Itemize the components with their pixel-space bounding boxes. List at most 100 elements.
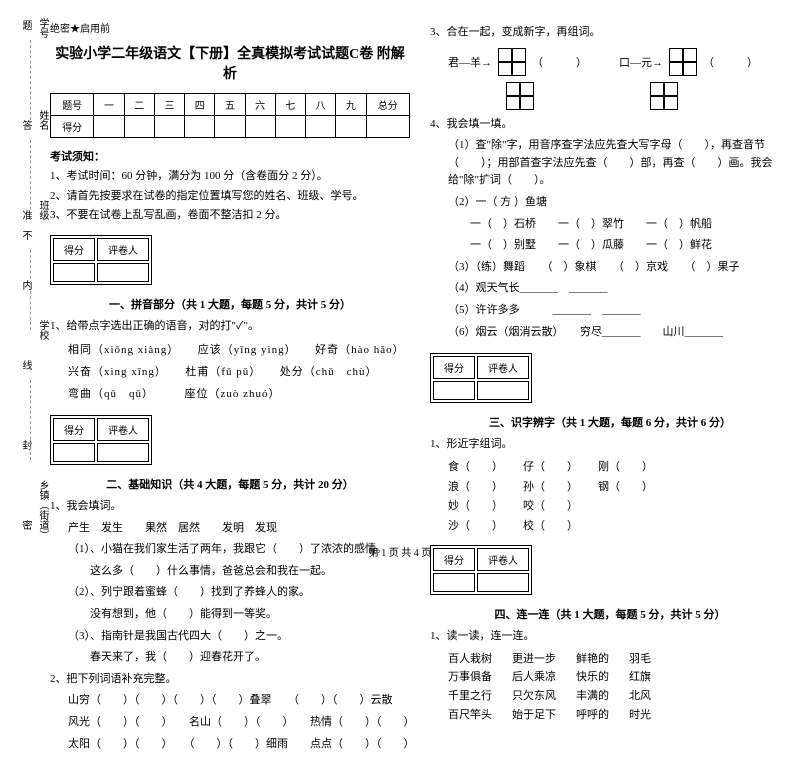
hint-da: 答 xyxy=(18,120,33,130)
score-header-row: 题号 一 二 三 四 五 六 七 八 九 总分 xyxy=(51,94,410,116)
match-item: 红旗 xyxy=(629,668,651,687)
th: 九 xyxy=(336,94,366,116)
s1-q1: 1、给带点字选出正确的语音，对的打"✓"。 xyxy=(50,318,410,336)
label-banji: 班级 xyxy=(35,200,50,220)
combo-paren: （ ） xyxy=(532,54,587,70)
s3-q4: 4、我会填一填。 xyxy=(430,116,790,134)
s3-q4a: （1）查"除"字，用音序查字法应先查大写字母（ ），再查音节（ ）；用部首查字法… xyxy=(430,137,790,190)
char-box-icon[interactable] xyxy=(650,82,678,110)
score-label: 得分 xyxy=(433,356,475,379)
right-column: 3、合在一起，变成新字，再组词。 君—羊→ （ ） 口—元→ （ ） 4、我会填… xyxy=(430,20,790,757)
left-column: 绝密★启用前 实验小学二年级语文【下册】全真模拟考试试题C卷 附解析 题号 一 … xyxy=(50,20,410,757)
match-item: 只欠东风 xyxy=(512,687,556,706)
dashed-line xyxy=(30,250,31,330)
grader-label: 评卷人 xyxy=(477,356,529,379)
notice-item: 3、不要在试卷上乱写乱画，卷面不整洁扣 2 分。 xyxy=(50,207,410,224)
match-item: 丰满的 xyxy=(576,687,609,706)
combo-row-blank xyxy=(448,82,790,110)
s2-item: 没有想到，他（ ）能得到一等奖。 xyxy=(50,606,410,624)
score-label: 得分 xyxy=(53,238,95,261)
combo-left: 口—元→ xyxy=(619,54,663,70)
s2-item: 春天来了，我（ ）迎春花开了。 xyxy=(50,649,410,667)
fill-row: 太阳（ ）（ ） （ ）（ ）细雨 点点（ ）（ ） xyxy=(50,736,410,754)
pair: 妙（ ） xyxy=(448,497,503,517)
page-content: 绝密★启用前 实验小学二年级语文【下册】全真模拟考试试题C卷 附解析 题号 一 … xyxy=(0,0,800,767)
td: 得分 xyxy=(51,116,94,138)
score-value-row: 得分 xyxy=(51,116,410,138)
q4-item: （5）许许多多 _______ _______ xyxy=(430,302,790,320)
match-item: 鲜艳的 xyxy=(576,650,609,669)
char-box-icon[interactable] xyxy=(498,48,526,76)
notice-item: 2、请首先按要求在试卷的指定位置填写您的姓名、班级、学号。 xyxy=(50,188,410,205)
s5-q1: 1、读一读，连一连。 xyxy=(430,628,790,646)
th: 一 xyxy=(94,94,124,116)
label-xuexiao: 学校 xyxy=(35,320,50,340)
match-col: 更进一步 后人乘凉 只欠东风 始于足下 xyxy=(512,650,556,725)
q4-item: （3）（练）舞蹈 （ ）象棋 （ ）京戏 （ ）果子 xyxy=(430,259,790,277)
th: 八 xyxy=(306,94,336,116)
fill-row: 风光（ ）（ ） 名山（ ）（ ） 热情（ ）（ ） xyxy=(50,714,410,732)
th: 四 xyxy=(185,94,215,116)
match-col: 羽毛 红旗 北风 时光 xyxy=(629,650,651,725)
match-item: 羽毛 xyxy=(629,650,651,669)
s4-q1: 1、形近字组词。 xyxy=(430,436,790,454)
match-item: 万事俱备 xyxy=(448,668,492,687)
hint-bu: 不 xyxy=(18,230,33,240)
th: 二 xyxy=(124,94,154,116)
q4-item: （4）观天气长_______ _______ xyxy=(430,280,790,298)
page-footer: 第 1 页 共 4 页 xyxy=(0,544,800,559)
match-item: 始于足下 xyxy=(512,706,556,725)
q4-item: （6）烟云（烟消云散） 穷尽_______ 山川_______ xyxy=(430,324,790,342)
s2-item: （3）、指南针是我国古代四大（ ）之一。 xyxy=(50,628,410,646)
s2-q2: 2、把下列词语补充完整。 xyxy=(50,671,410,689)
th: 三 xyxy=(154,94,184,116)
section3-title: 三、识字辨字（共 1 大题，每题 6 分，共计 6 分） xyxy=(430,414,790,430)
pair: 仔（ ） xyxy=(523,458,578,478)
pair: 钢（ ） xyxy=(598,478,653,498)
s2-item: （2）、列宁跟着蜜蜂（ ）找到了养蜂人的家。 xyxy=(50,584,410,602)
notice-item: 1、考试时间：60 分钟，满分为 100 分（含卷面分 2 分）。 xyxy=(50,168,410,185)
score-table: 题号 一 二 三 四 五 六 七 八 九 总分 得分 xyxy=(50,93,410,138)
match-item: 百尺竿头 xyxy=(448,706,492,725)
score-mini-box: 得分 评卷人 xyxy=(50,235,152,285)
pair: 孙（ ） xyxy=(523,478,578,498)
match-item: 后人乘凉 xyxy=(512,668,556,687)
th: 题号 xyxy=(51,94,94,116)
combo-paren: （ ） xyxy=(703,54,758,70)
q4-item: 一（ ）别墅 一（ ）瓜藤 一（ ）鲜花 xyxy=(430,237,790,255)
binding-sidebar: 学号 姓名 班级 学校 乡镇（街道） 题 答 准 不 内 线 封 密 xyxy=(0,0,50,565)
label-xingming: 姓名 xyxy=(35,110,50,130)
score-mini-box: 得分 评卷人 xyxy=(50,415,152,465)
pair: 食（ ） xyxy=(448,458,503,478)
th: 六 xyxy=(245,94,275,116)
match-item: 北风 xyxy=(629,687,651,706)
q4-item: 一（ ）石桥 一（ ）翠竹 一（ ）帆船 xyxy=(430,216,790,234)
combo-left: 君—羊→ xyxy=(448,54,492,70)
q4-item: （2）一（ 方 ）鱼塘 xyxy=(430,194,790,212)
section1-title: 一、拼音部分（共 1 大题，每题 5 分，共计 5 分） xyxy=(50,296,410,312)
match-item: 时光 xyxy=(629,706,651,725)
match-col: 鲜艳的 快乐的 丰满的 呼呼的 xyxy=(576,650,609,725)
th: 七 xyxy=(275,94,305,116)
s2-q1: 1、我会填词。 xyxy=(50,498,410,516)
notice-title: 考试须知： xyxy=(50,148,410,164)
th: 总分 xyxy=(366,94,410,116)
combo-row: 君—羊→ （ ） 口—元→ （ ） xyxy=(448,48,790,76)
pair: 刚（ ） xyxy=(598,458,653,478)
hint-xian: 线 xyxy=(18,360,33,370)
exam-title: 实验小学二年级语文【下册】全真模拟考试试题C卷 附解析 xyxy=(50,43,410,83)
match-item: 呼呼的 xyxy=(576,706,609,725)
dashed-line xyxy=(30,380,31,460)
fill-row: 山穷（ ）（ ）（ ）（ ）叠翠 （ ）（ ）云散 xyxy=(50,692,410,710)
word-bank: 产生 发生 果然 居然 发明 发现 xyxy=(50,520,410,538)
char-box-icon[interactable] xyxy=(669,48,697,76)
match-item: 百人栽树 xyxy=(448,650,492,669)
pinyin-row: 弯曲（qǔ qū） 座位（zuò zhuó） xyxy=(68,385,410,401)
match-col: 百人栽树 万事俱备 千里之行 百尺竿头 xyxy=(448,650,492,725)
secret-label: 绝密★启用前 xyxy=(50,20,410,35)
char-box-icon[interactable] xyxy=(506,82,534,110)
hint-ti: 题 xyxy=(18,20,33,30)
match-item: 千里之行 xyxy=(448,687,492,706)
match-item: 更进一步 xyxy=(512,650,556,669)
dashed-line xyxy=(30,40,31,120)
